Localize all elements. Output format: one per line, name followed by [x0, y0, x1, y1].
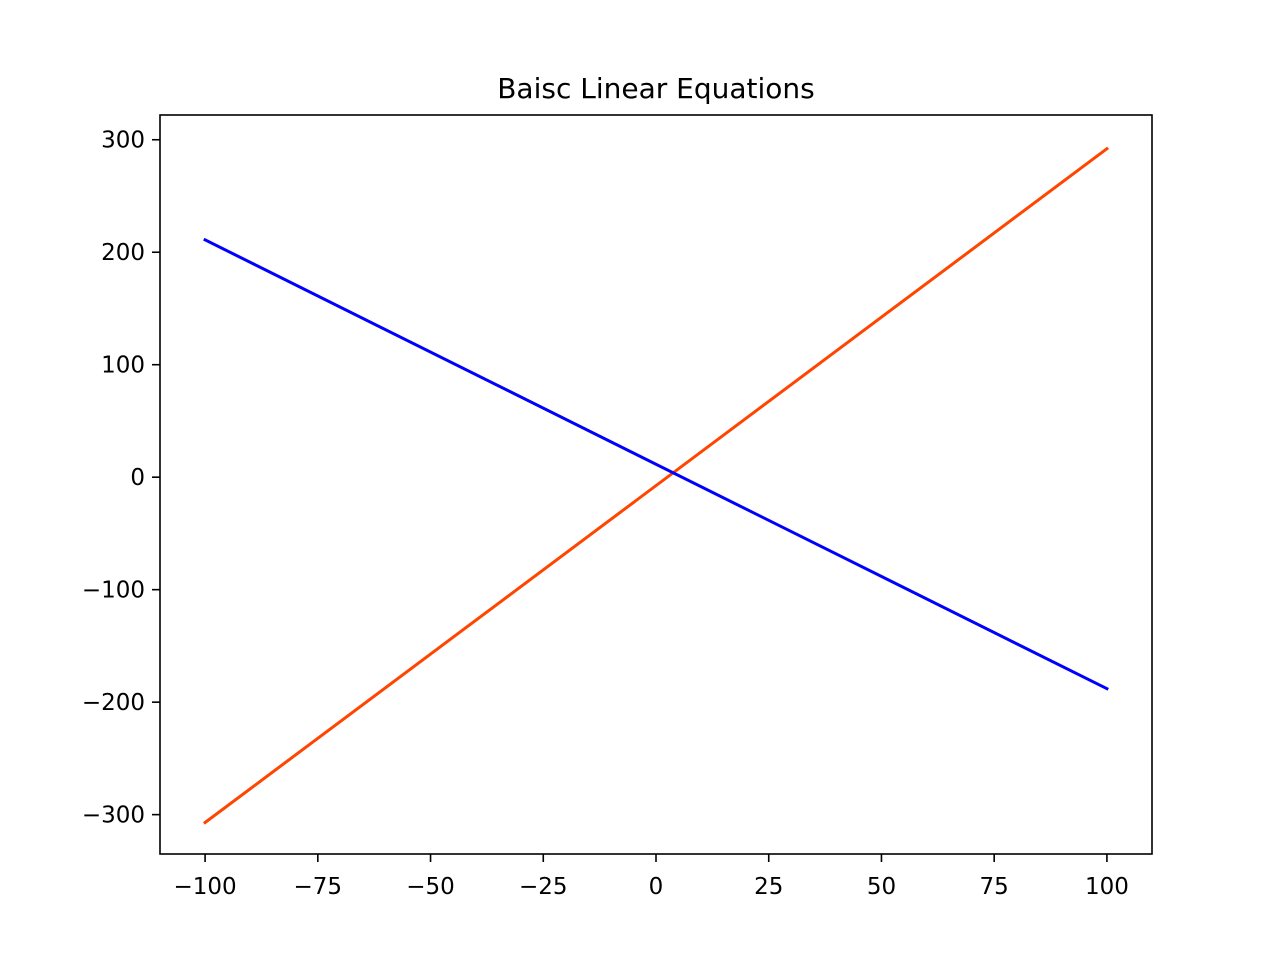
plot-frame: [159, 114, 1153, 855]
y-axis: −300 −200 −100 0 100 200 300: [82, 128, 160, 829]
x-tick-label: 75: [980, 874, 1009, 900]
y-tick-label: −100: [82, 578, 145, 604]
chart-title: Baisc Linear Equations: [497, 72, 815, 105]
y-tick-label: 300: [101, 128, 145, 154]
y-tick-label: 200: [101, 240, 145, 266]
y-tick-label: 0: [130, 465, 145, 491]
series-layer: [202, 146, 1110, 825]
x-tick-label: −25: [519, 874, 568, 900]
y-tick-label: −300: [82, 803, 145, 829]
x-tick-label: −100: [174, 874, 237, 900]
x-tick-label: −75: [294, 874, 343, 900]
y-tick-label: −200: [82, 690, 145, 716]
series-line-1: [203, 237, 1109, 691]
x-axis: −100 −75 −50 −25 0 25 50 75 100: [174, 854, 1129, 900]
x-tick-label: 50: [867, 874, 896, 900]
x-tick-label: −50: [406, 874, 455, 900]
x-tick-label: 0: [649, 874, 664, 900]
y-tick-label: 100: [101, 353, 145, 379]
x-tick-label: 100: [1085, 874, 1129, 900]
series-line-0: [202, 146, 1110, 825]
x-tick-label: 25: [754, 874, 783, 900]
